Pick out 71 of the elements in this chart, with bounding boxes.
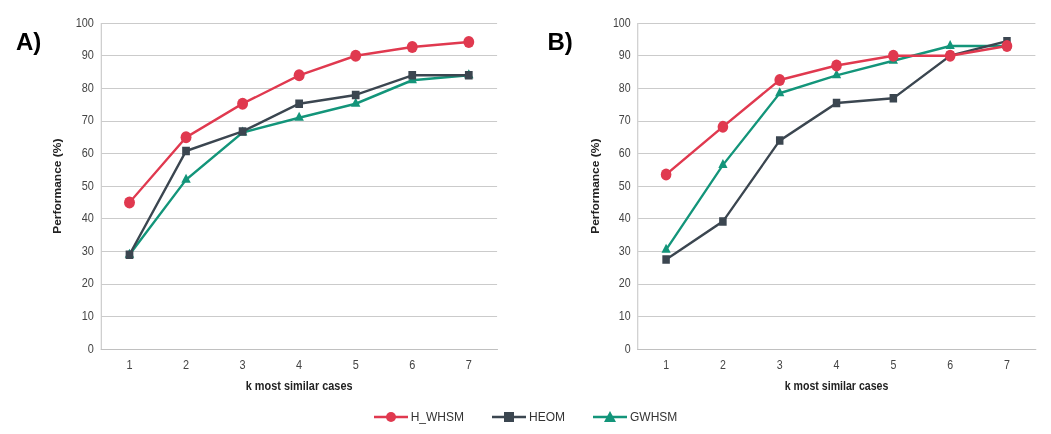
y-tick-label: 0 bbox=[87, 342, 94, 355]
point bbox=[775, 136, 783, 145]
y-tick-label: 30 bbox=[81, 244, 94, 257]
point bbox=[351, 90, 360, 100]
x-tick-label: 1 bbox=[126, 358, 133, 371]
y-tick-label: 70 bbox=[618, 113, 631, 127]
y-tick-label: 40 bbox=[81, 211, 94, 225]
y-tick-label: 80 bbox=[81, 81, 94, 94]
y-tick-label: 50 bbox=[81, 179, 94, 192]
legend-label: HEOM bbox=[529, 410, 565, 424]
point bbox=[295, 99, 304, 108]
point bbox=[773, 73, 785, 86]
y-tick-label: 100 bbox=[75, 16, 94, 29]
y-tick-label: 40 bbox=[618, 211, 631, 225]
point bbox=[350, 49, 362, 62]
y-tick-label: 80 bbox=[618, 81, 631, 94]
x-axis-title: k most similar cases bbox=[784, 379, 888, 393]
x-tick-label: 5 bbox=[352, 358, 359, 371]
point bbox=[717, 120, 728, 133]
x-tick-label: 5 bbox=[889, 358, 896, 371]
point bbox=[660, 168, 671, 181]
point bbox=[887, 49, 899, 62]
y-tick-label: 0 bbox=[624, 341, 631, 355]
point bbox=[181, 173, 191, 183]
point bbox=[945, 40, 955, 50]
point bbox=[124, 196, 135, 209]
x-tick-label: 1 bbox=[662, 358, 669, 371]
point bbox=[408, 71, 417, 80]
x-tick-label: 3 bbox=[776, 358, 783, 371]
y-axis-title: Performance (%) bbox=[51, 138, 64, 234]
point bbox=[830, 59, 842, 72]
x-tick-label: 2 bbox=[719, 358, 726, 371]
point bbox=[182, 146, 190, 156]
chart-title: B) bbox=[547, 28, 573, 56]
y-tick-label: 20 bbox=[618, 276, 631, 290]
y-tick-label: 60 bbox=[81, 146, 94, 159]
y-tick-label: 50 bbox=[618, 178, 631, 192]
y-tick-label: 70 bbox=[81, 113, 94, 127]
y-tick-label: 10 bbox=[81, 309, 94, 322]
y-tick-label: 30 bbox=[618, 244, 631, 257]
y-tick-label: 60 bbox=[618, 146, 631, 160]
x-tick-label: 3 bbox=[239, 358, 246, 371]
y-tick-label: 90 bbox=[81, 48, 94, 62]
point bbox=[1001, 40, 1012, 53]
point bbox=[294, 111, 304, 121]
x-tick-label: 6 bbox=[946, 358, 953, 371]
x-tick-label: 6 bbox=[409, 358, 416, 371]
point bbox=[237, 97, 249, 110]
y-tick-label: 10 bbox=[618, 309, 631, 323]
x-tick-label: 4 bbox=[833, 358, 839, 371]
x-tick-label: 2 bbox=[183, 358, 190, 371]
point bbox=[180, 131, 192, 144]
chart-title: A) bbox=[16, 28, 42, 56]
x-axis-title: k most similar cases bbox=[245, 379, 353, 393]
point bbox=[661, 255, 670, 264]
point bbox=[293, 69, 305, 82]
point bbox=[718, 217, 727, 226]
point bbox=[717, 159, 727, 169]
point bbox=[660, 243, 671, 253]
x-tick-label: 7 bbox=[465, 358, 472, 371]
point bbox=[406, 41, 418, 53]
x-tick-label: 7 bbox=[1003, 358, 1010, 371]
point bbox=[463, 36, 475, 49]
y-tick-label: 90 bbox=[618, 48, 631, 62]
point bbox=[774, 87, 784, 97]
y-axis-title: Performance (%) bbox=[588, 138, 601, 234]
x-tick-label: 4 bbox=[296, 358, 303, 371]
y-tick-label: 100 bbox=[612, 15, 631, 29]
legend-label: GWHSM bbox=[630, 410, 678, 424]
legend-label: H_WHSM bbox=[410, 410, 464, 424]
y-tick-label: 20 bbox=[81, 276, 94, 290]
